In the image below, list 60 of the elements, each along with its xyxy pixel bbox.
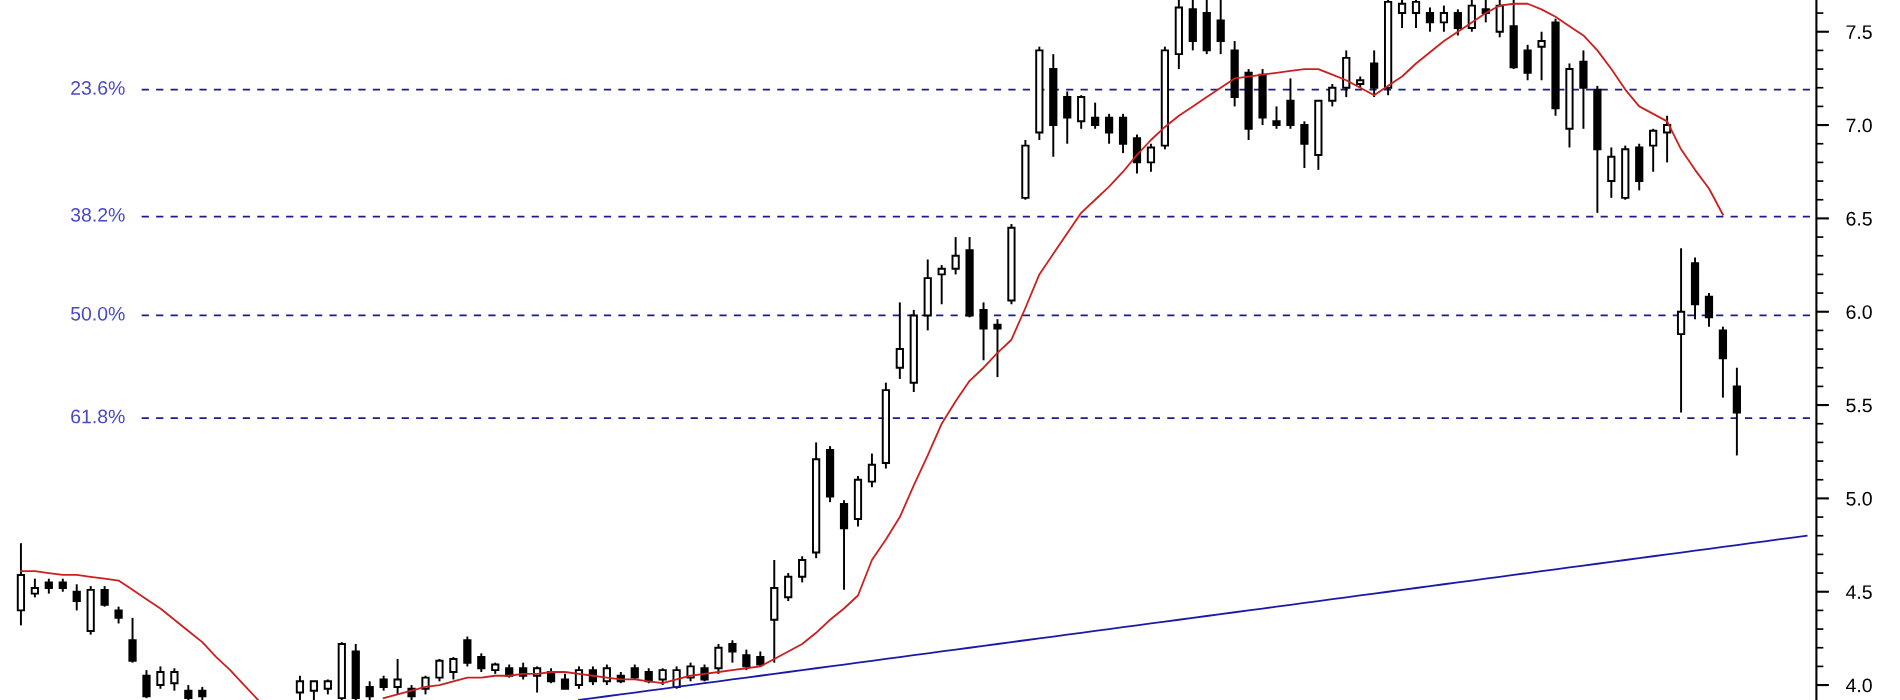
candlestick xyxy=(295,674,305,700)
candlestick xyxy=(1453,8,1462,37)
candlestick xyxy=(477,652,486,673)
y-tick-label: 4.5 xyxy=(1846,585,1872,599)
y-tick-label: 5.0 xyxy=(1846,491,1872,506)
annotation: 38.2% xyxy=(70,207,125,222)
annotation: 61.8% xyxy=(71,409,125,424)
candlestick xyxy=(1104,112,1114,145)
annotation: 23.6% xyxy=(71,81,125,95)
candlestick xyxy=(1523,43,1532,82)
candlestick xyxy=(784,572,793,603)
candlestick xyxy=(1411,0,1421,29)
candlestick xyxy=(867,452,877,489)
candlestick xyxy=(1091,101,1100,130)
candlestick xyxy=(1397,0,1407,29)
candlestick xyxy=(393,657,402,696)
candlestick xyxy=(128,616,137,664)
candlestick xyxy=(1537,30,1546,82)
y-tick-label: 4.0 xyxy=(1846,678,1872,693)
candlestick xyxy=(1216,0,1225,56)
candlestick xyxy=(170,667,179,692)
candlestick xyxy=(1328,83,1337,108)
candlestick xyxy=(895,301,904,380)
candlestick xyxy=(1146,142,1156,173)
candlestick xyxy=(142,669,151,700)
candlestick xyxy=(100,585,109,608)
candlestick xyxy=(156,665,165,690)
candlestick xyxy=(979,301,988,362)
candlestick xyxy=(798,555,807,584)
candlestick xyxy=(742,648,751,672)
line-series xyxy=(20,570,259,700)
y-tick-label: 6.0 xyxy=(1846,305,1872,319)
candlestick xyxy=(714,643,723,675)
candlestick xyxy=(1676,247,1686,414)
annotation: 50.0% xyxy=(70,306,125,321)
candlestick xyxy=(463,635,472,668)
y-tick-label: 6.5 xyxy=(1846,211,1872,226)
candlestick xyxy=(449,656,458,681)
y-tick-label: 5.5 xyxy=(1846,398,1872,413)
candlestick xyxy=(309,680,318,700)
candlestick xyxy=(72,583,81,612)
candlestick xyxy=(1272,105,1281,130)
candlestick xyxy=(1439,4,1449,33)
candlestick xyxy=(1300,120,1309,169)
candlestick xyxy=(937,264,946,306)
candlestick xyxy=(1704,292,1714,328)
candlestick xyxy=(30,577,39,599)
candlestick xyxy=(435,657,444,683)
candlestick xyxy=(1663,114,1672,164)
candlestick xyxy=(728,639,737,664)
line-series xyxy=(578,534,1808,700)
candlestick xyxy=(1649,127,1658,173)
y-tick-label: 7.0 xyxy=(1846,118,1872,133)
line-series xyxy=(382,2,1724,700)
candlestick xyxy=(951,236,960,276)
y-tick-label: 7.5 xyxy=(1846,25,1872,39)
candlestick xyxy=(365,680,374,700)
candlestick xyxy=(1063,90,1072,145)
candlestick xyxy=(1425,6,1435,33)
candlestick xyxy=(993,318,1002,379)
